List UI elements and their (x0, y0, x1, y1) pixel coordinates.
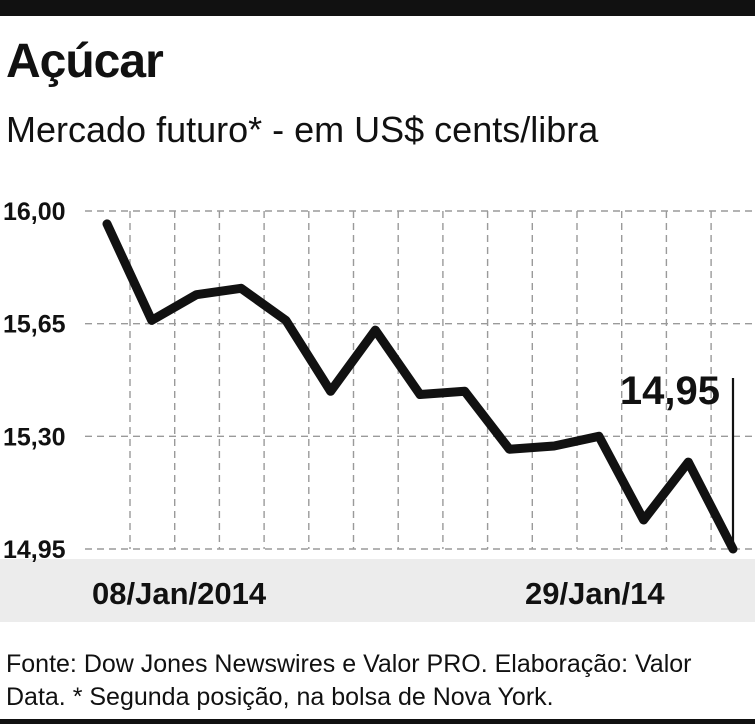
x-start-label: 08/Jan/2014 (92, 576, 267, 611)
last-value-annotation: 14,95 (620, 369, 735, 549)
y-axis-ticks: 16,00 15,65 15,30 14,95 (3, 198, 66, 564)
x-axis-band (0, 559, 755, 622)
chart-title: Açúcar (6, 35, 164, 88)
last-value-label: 14,95 (620, 369, 720, 413)
bottom-rule (0, 719, 755, 724)
source-note: Fonte: Dow Jones Newswires e Valor PRO. … (6, 650, 692, 711)
top-rule (0, 0, 755, 16)
price-series (102, 219, 738, 554)
y-tick-label: 15,65 (3, 311, 66, 339)
y-tick-label: 14,95 (3, 536, 66, 564)
chart-grid (85, 210, 755, 550)
y-tick-label: 16,00 (3, 198, 66, 226)
x-end-label: 29/Jan/14 (525, 576, 665, 611)
chart-subtitle: Mercado futuro* - em US$ cents/libra (6, 109, 599, 150)
y-tick-label: 15,30 (3, 423, 66, 451)
